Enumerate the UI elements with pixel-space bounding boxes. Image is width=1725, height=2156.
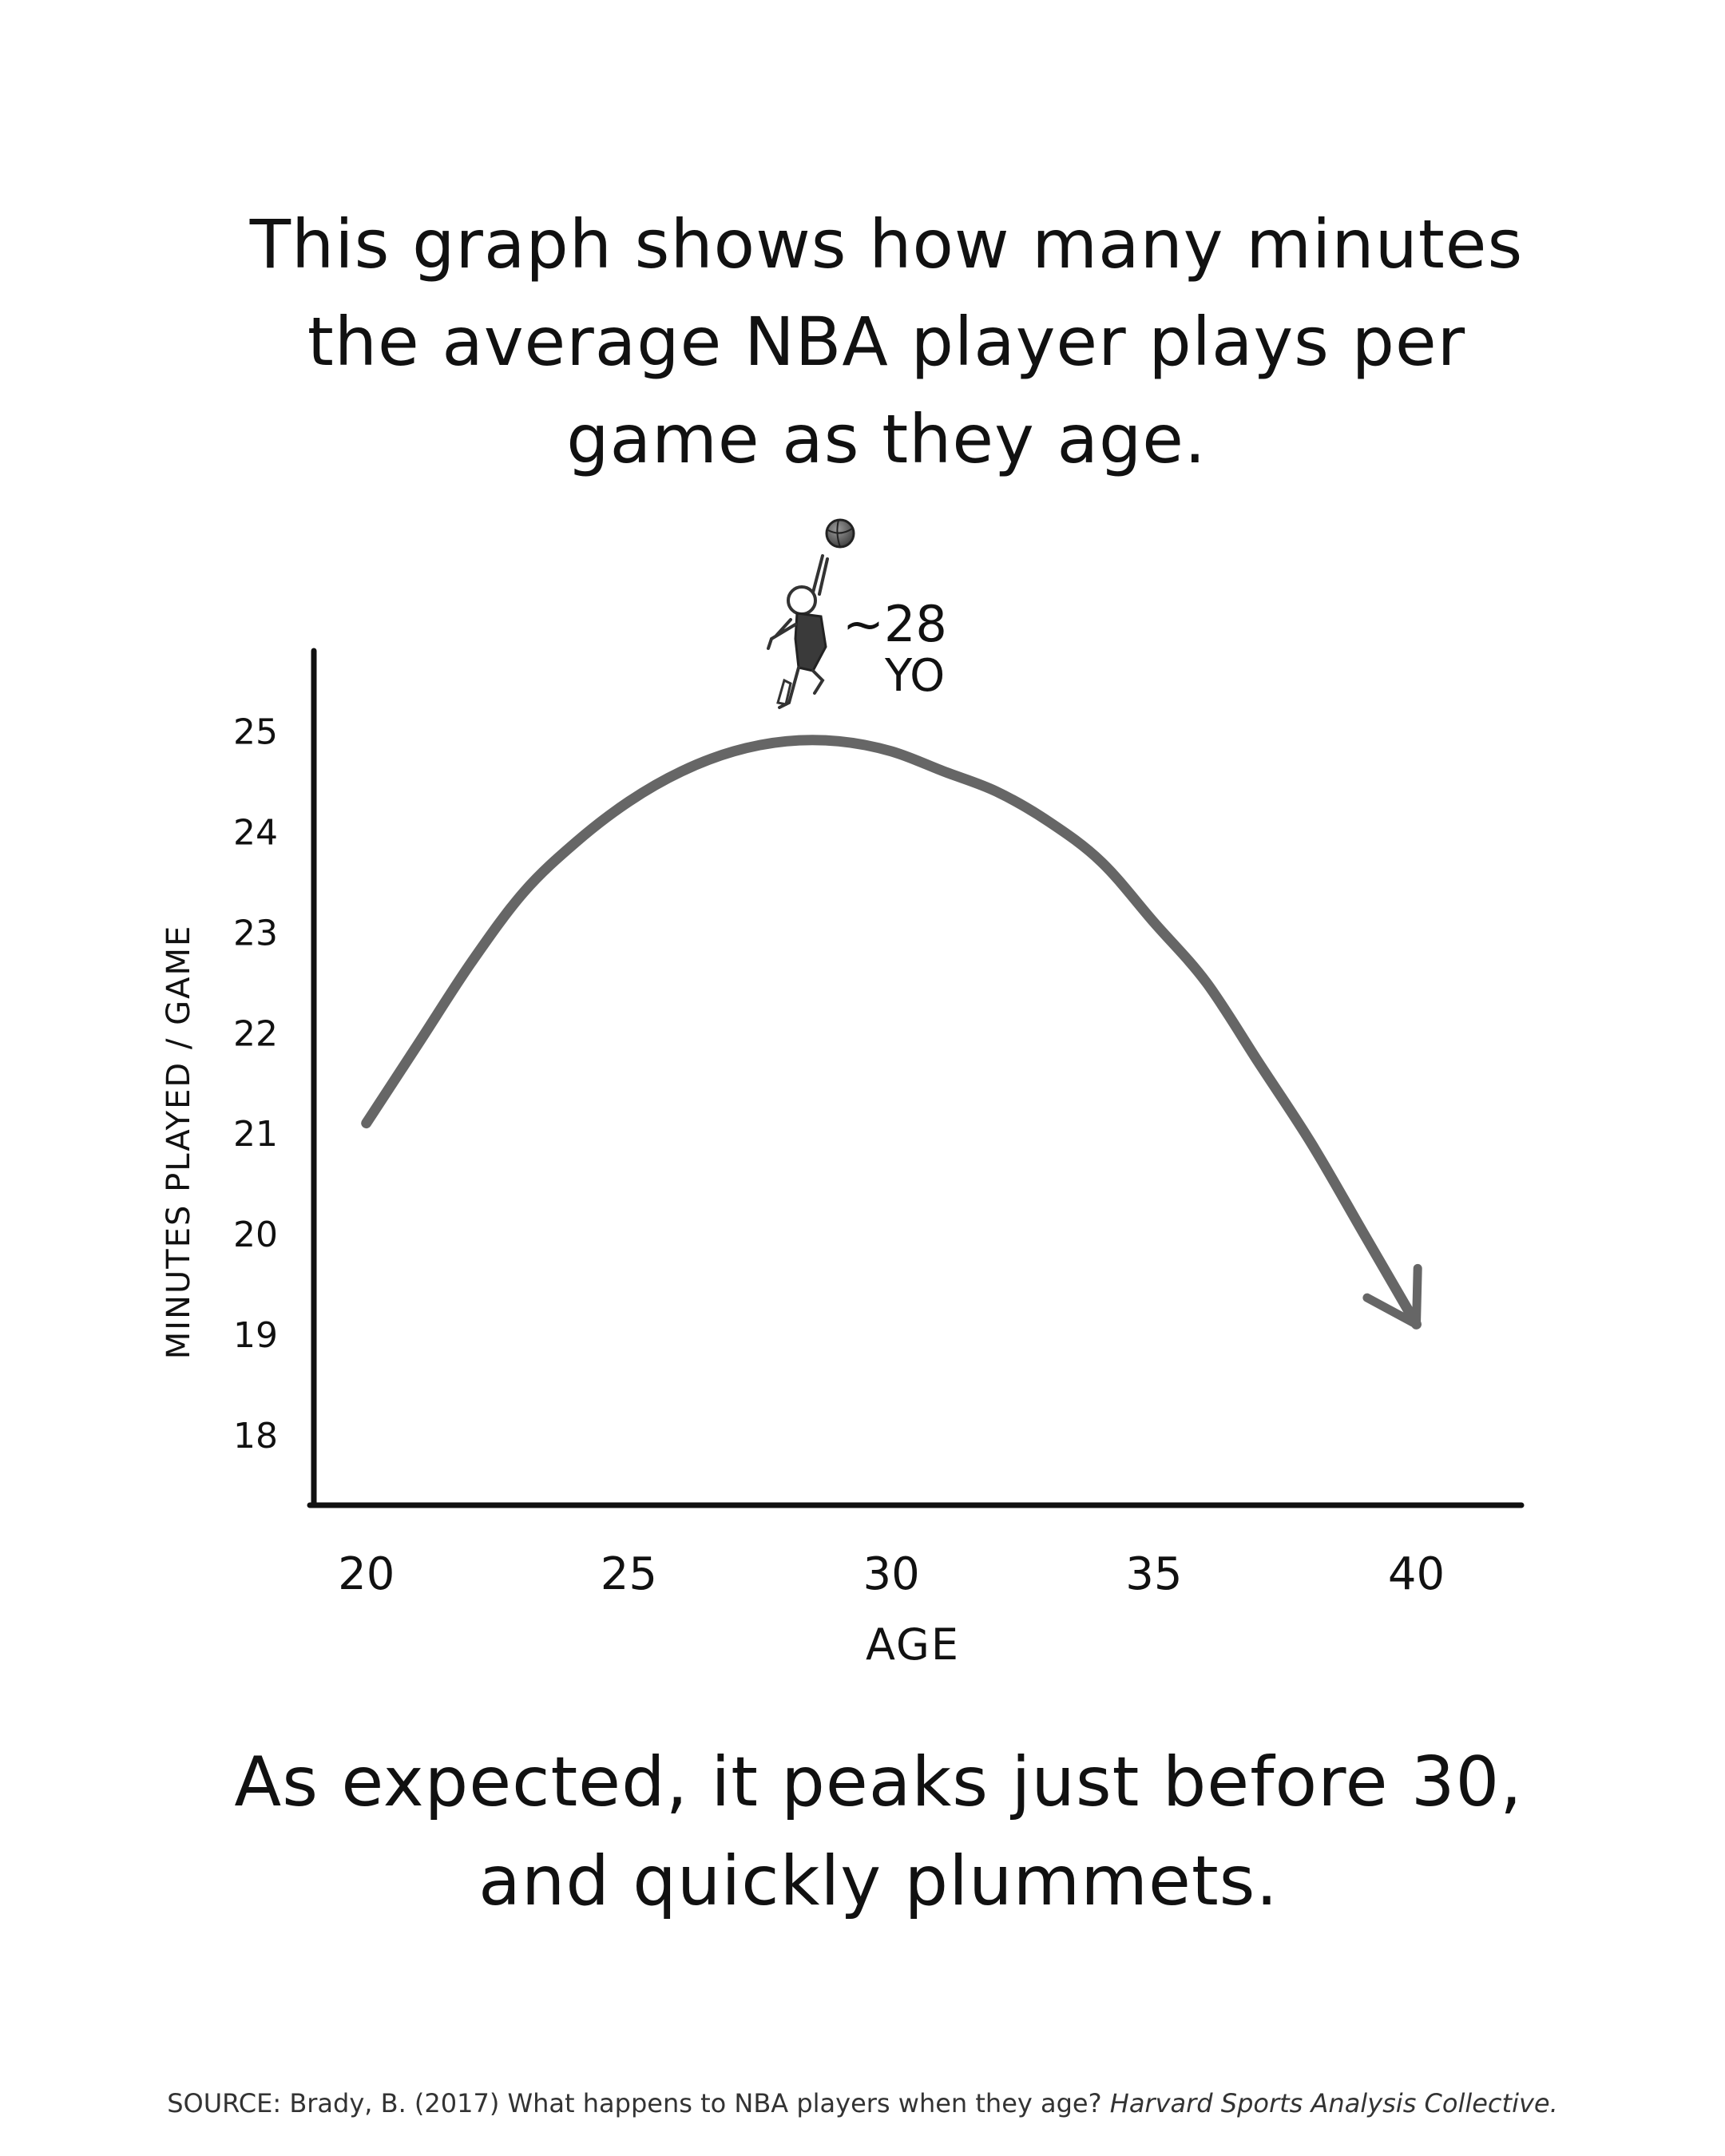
y-tick-label: 23 bbox=[233, 913, 278, 953]
peak-annotation-age: ~28 bbox=[843, 595, 947, 653]
x-tick-label: 30 bbox=[862, 1548, 919, 1600]
peak-annotation-unit: YO bbox=[884, 650, 945, 702]
arrowhead bbox=[1362, 1263, 1422, 1329]
source-journal: Harvard Sports Analysis Collective. bbox=[1109, 2088, 1558, 2118]
y-tick-label: 22 bbox=[233, 1013, 278, 1054]
x-tick-label: 20 bbox=[338, 1548, 395, 1600]
series-line bbox=[361, 735, 1422, 1330]
y-tick-labels: 18 19 20 21 22 23 24 25 bbox=[233, 712, 278, 1456]
y-axis-label: MINUTES PLAYED / GAME bbox=[161, 925, 197, 1359]
y-tick-label: 25 bbox=[233, 712, 278, 753]
y-tick-label: 21 bbox=[233, 1114, 278, 1155]
y-tick-label: 20 bbox=[233, 1215, 278, 1255]
x-tick-label: 25 bbox=[601, 1548, 657, 1600]
conclusion-text: As expected, it peaks just before 30, an… bbox=[234, 1742, 1523, 1921]
source-lead: SOURCE: Brady, B. (2017) What happens to… bbox=[167, 2088, 1102, 2118]
y-tick-label: 24 bbox=[233, 813, 278, 854]
y-tick-label: 19 bbox=[233, 1315, 278, 1356]
x-tick-labels: 20 25 30 35 40 bbox=[338, 1548, 1445, 1600]
source-citation: SOURCE: Brady, B. (2017) What happens to… bbox=[0, 2088, 1725, 2118]
x-tick-label: 35 bbox=[1125, 1548, 1182, 1600]
headline: This graph shows how many minutes the av… bbox=[249, 205, 1524, 478]
axes bbox=[307, 648, 1525, 1508]
basketball-player-icon bbox=[767, 518, 855, 709]
chart: 18 19 20 21 22 23 24 25 20 25 30 35 40 MINUTES PLAY… bbox=[161, 518, 1525, 1670]
x-axis-label: AGE bbox=[866, 1619, 960, 1670]
x-tick-label: 40 bbox=[1388, 1548, 1445, 1600]
series bbox=[361, 735, 1422, 1330]
y-tick-label: 18 bbox=[233, 1416, 278, 1456]
